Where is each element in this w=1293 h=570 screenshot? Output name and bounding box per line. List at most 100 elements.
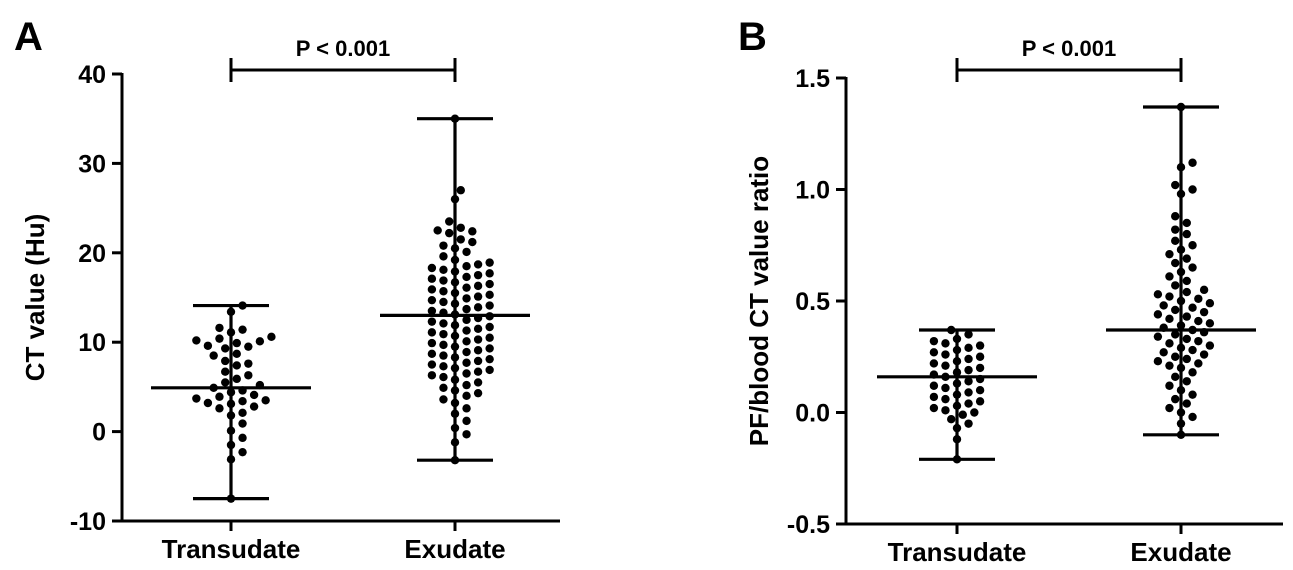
data-point (462, 294, 471, 303)
data-point (232, 338, 241, 348)
data-point (249, 402, 259, 411)
data-point (1182, 218, 1191, 228)
data-point (947, 414, 956, 424)
data-point (964, 330, 973, 339)
data-point (462, 337, 471, 346)
data-point (427, 371, 437, 380)
data-point (462, 262, 471, 271)
data-point (473, 270, 483, 280)
data-point (439, 340, 448, 350)
data-point (203, 341, 213, 350)
data-point (221, 367, 230, 376)
data-point (964, 377, 973, 386)
data-point (473, 378, 483, 387)
data-point (929, 403, 939, 413)
data-point (1171, 180, 1180, 190)
data-point (439, 252, 448, 261)
data-point (929, 359, 939, 368)
panel-a: A 40 30 20 10 0 -10 Transudate Exudate CT value (… (14, 15, 560, 564)
data-point (427, 306, 437, 316)
data-point (473, 335, 483, 344)
data-point (1205, 341, 1215, 350)
data-point (439, 351, 448, 360)
data-point (1171, 225, 1180, 234)
data-point (1188, 241, 1197, 250)
data-point (975, 363, 985, 373)
data-point (462, 272, 471, 282)
group-exudate (1106, 102, 1256, 439)
y-tick-label: 1.5 (795, 65, 830, 93)
data-point (473, 303, 483, 312)
data-point (473, 367, 483, 376)
data-point (473, 281, 483, 291)
data-point (238, 433, 247, 443)
data-point (238, 408, 247, 418)
significance-label: P < 0.001 (296, 36, 390, 61)
data-point (473, 388, 483, 398)
data-point (1205, 319, 1215, 328)
data-point (1153, 357, 1163, 366)
data-point (1182, 229, 1191, 239)
data-point (462, 380, 471, 390)
data-point (964, 419, 973, 428)
data-point (1165, 361, 1174, 370)
data-point (941, 339, 950, 348)
data-point (468, 237, 477, 247)
data-point (485, 301, 494, 310)
data-point (232, 374, 241, 384)
data-point (238, 325, 247, 334)
data-point (439, 297, 448, 307)
data-point (1188, 158, 1197, 167)
data-point (473, 324, 483, 333)
data-point (468, 227, 477, 236)
y-tick-label: -10 (70, 508, 106, 536)
data-point (215, 323, 224, 333)
data-point (1171, 281, 1180, 290)
data-point (238, 419, 247, 428)
data-point (1153, 290, 1163, 299)
data-point (267, 332, 276, 342)
data-point (244, 371, 253, 380)
data-point (203, 398, 213, 408)
data-point (439, 287, 448, 296)
data-point (427, 317, 437, 326)
data-point (1199, 307, 1209, 317)
data-point (462, 358, 471, 367)
data-point (1153, 332, 1163, 341)
data-point (1165, 314, 1174, 324)
data-point (427, 328, 437, 337)
data-point (439, 362, 448, 371)
data-point (462, 304, 471, 314)
data-point (1188, 345, 1197, 355)
data-point (1165, 249, 1174, 259)
data-point (964, 388, 973, 397)
data-point (941, 350, 950, 359)
data-point (1159, 301, 1168, 310)
data-point (1194, 316, 1203, 326)
data-point (1171, 212, 1180, 221)
data-point (485, 269, 494, 278)
data-point (232, 361, 241, 370)
group-exudate (380, 114, 530, 465)
data-point (462, 315, 471, 325)
data-point (929, 392, 939, 402)
y-tick-label: 30 (78, 150, 106, 178)
data-point (941, 361, 950, 370)
data-point (485, 322, 494, 332)
data-point (1199, 285, 1209, 295)
data-point (439, 383, 448, 392)
data-point (439, 319, 448, 328)
data-point (941, 394, 950, 404)
data-point (485, 290, 494, 300)
data-point (975, 397, 985, 406)
data-point (473, 260, 483, 269)
y-tick-label: 40 (78, 61, 106, 89)
data-point (1171, 236, 1180, 245)
data-point (1182, 312, 1191, 321)
data-point (215, 404, 224, 413)
data-point (1165, 403, 1174, 413)
data-point (1188, 368, 1197, 377)
y-tick-label: 0.0 (795, 400, 830, 428)
data-point (215, 334, 224, 343)
